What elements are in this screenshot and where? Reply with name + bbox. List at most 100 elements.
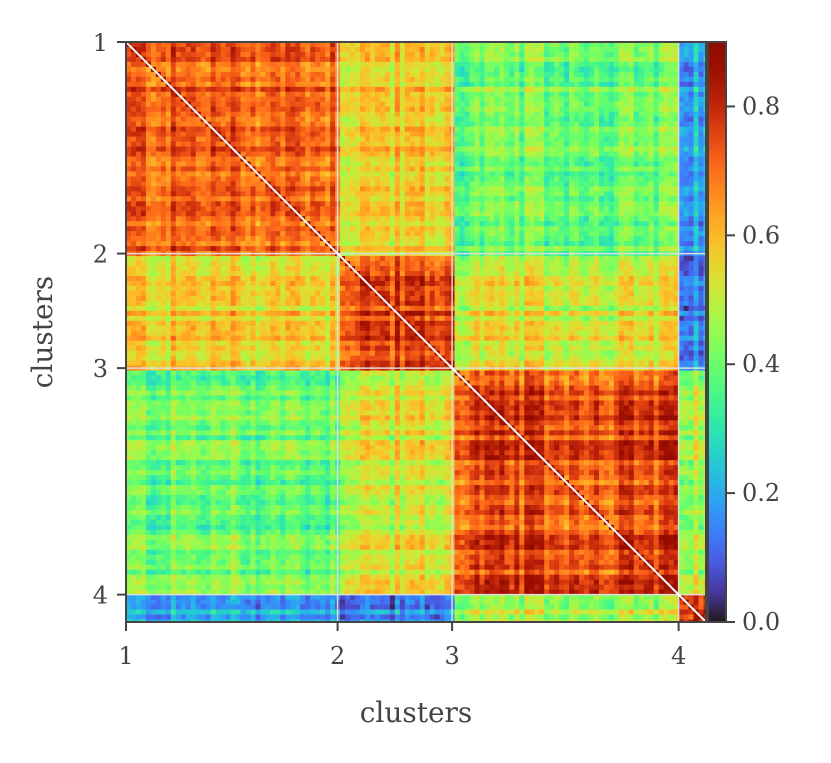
heatmap-cell	[653, 86, 660, 93]
heatmap-cell	[305, 201, 311, 207]
heatmap-cell	[444, 206, 451, 212]
heatmap-cell	[469, 121, 476, 128]
heatmap-cell	[598, 246, 605, 252]
heatmap-cell	[285, 146, 291, 153]
heatmap-cell	[210, 176, 217, 182]
heatmap-cell	[693, 121, 700, 128]
heatmap-cell	[265, 156, 271, 163]
heatmap-cell	[414, 116, 421, 123]
heatmap-cell	[255, 111, 262, 118]
heatmap-cell	[504, 246, 510, 252]
heatmap-cell	[584, 216, 590, 222]
heatmap-cell	[484, 246, 491, 252]
heatmap-cell	[130, 241, 137, 247]
heatmap-cell	[175, 171, 182, 178]
heatmap-cell	[643, 221, 650, 227]
heatmap-cell	[429, 86, 436, 93]
heatmap-cell	[564, 51, 570, 58]
heatmap-cell	[444, 96, 451, 103]
heatmap-cell	[414, 226, 421, 232]
heatmap-cell	[648, 91, 655, 98]
heatmap-cell	[574, 221, 580, 227]
heatmap-cell	[414, 101, 421, 108]
heatmap-cell	[589, 151, 595, 158]
heatmap-cell	[165, 156, 172, 163]
heatmap-cell	[479, 61, 486, 68]
heatmap-cell	[494, 86, 500, 93]
heatmap-cell	[444, 166, 451, 173]
heatmap-cell	[529, 141, 535, 148]
heatmap-cell	[683, 81, 690, 88]
heatmap-cell	[195, 246, 202, 252]
heatmap-cell	[135, 136, 142, 143]
heatmap-cell	[474, 156, 481, 163]
heatmap-cell	[474, 241, 481, 247]
heatmap-cell	[479, 81, 486, 88]
heatmap-cell	[549, 111, 555, 118]
heatmap-cell	[300, 146, 306, 153]
heatmap-cell	[364, 166, 371, 173]
heatmap-cell	[240, 236, 247, 242]
heatmap-cell	[589, 101, 595, 108]
heatmap-cell	[698, 96, 705, 103]
heatmap-cell	[544, 61, 550, 68]
heatmap-cell	[608, 206, 615, 212]
heatmap-cell	[529, 191, 535, 197]
heatmap-cell	[270, 241, 276, 247]
heatmap-cell	[549, 71, 555, 78]
heatmap-cell	[623, 246, 630, 252]
heatmap-cell	[608, 121, 615, 128]
heatmap-cell	[265, 66, 271, 73]
heatmap-cell	[409, 76, 416, 83]
heatmap-cell	[648, 51, 655, 58]
heatmap-cell	[280, 201, 286, 207]
heatmap-cell	[474, 216, 481, 222]
heatmap-cell	[389, 61, 396, 68]
heatmap-cell	[394, 61, 401, 68]
heatmap-cell	[454, 156, 461, 163]
heatmap-cell	[618, 181, 625, 187]
heatmap-cell	[504, 81, 510, 88]
heatmap-cell	[429, 131, 436, 138]
heatmap-cell	[484, 96, 491, 103]
heatmap-cell	[584, 151, 590, 158]
heatmap-cell	[250, 76, 257, 83]
heatmap-cell	[250, 216, 257, 222]
heatmap-cell	[603, 181, 610, 187]
heatmap-cell	[479, 91, 486, 98]
heatmap-cell	[330, 146, 336, 153]
heatmap-cell	[623, 111, 630, 118]
heatmap-cell	[444, 161, 451, 168]
heatmap-cell	[524, 121, 530, 128]
heatmap-cell	[170, 241, 177, 247]
heatmap-cell	[554, 146, 560, 153]
heatmap-cell	[683, 42, 690, 48]
heatmap-cell	[145, 181, 152, 187]
heatmap-cell	[384, 106, 391, 113]
heatmap-cell	[389, 106, 396, 113]
heatmap-cell	[569, 246, 575, 252]
heatmap-cell	[688, 151, 695, 158]
heatmap-cell	[618, 196, 625, 202]
heatmap-cell	[678, 56, 685, 63]
heatmap-cell	[305, 176, 311, 182]
heatmap-cell	[598, 241, 605, 247]
heatmap-cell	[175, 71, 182, 78]
heatmap-cell	[135, 246, 142, 252]
heatmap-cell	[648, 71, 655, 78]
heatmap-cell	[534, 206, 540, 212]
heatmap-cell	[260, 91, 266, 98]
heatmap-cell	[618, 221, 625, 227]
heatmap-cell	[210, 51, 217, 58]
heatmap-cell	[544, 131, 550, 138]
heatmap-cell	[539, 76, 545, 83]
heatmap-cell	[683, 196, 690, 202]
heatmap-cell	[150, 171, 157, 178]
heatmap-cell	[260, 141, 266, 148]
heatmap-cell	[434, 51, 441, 58]
heatmap-cell	[479, 76, 486, 83]
heatmap-cell	[330, 236, 336, 242]
heatmap-cell	[399, 246, 406, 252]
heatmap-cell	[439, 46, 446, 53]
heatmap-cell	[290, 181, 296, 187]
